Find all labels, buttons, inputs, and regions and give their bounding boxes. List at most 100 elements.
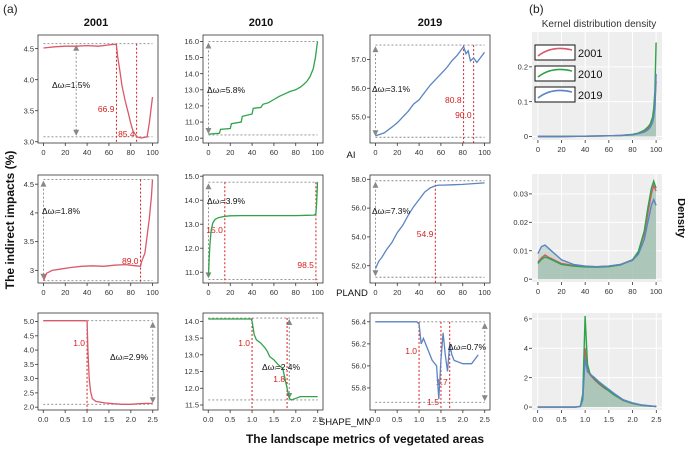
threshold-label: 1.0	[238, 338, 250, 348]
density-label: Density	[675, 198, 685, 239]
x-tick-label: 1.5	[269, 415, 279, 424]
x-tick-label: 60	[105, 148, 113, 157]
data-line	[208, 318, 318, 401]
plot-area	[369, 34, 491, 144]
data-line	[375, 321, 479, 400]
chart-ai-2010: 0 20 40 60 80 100 10.0 11.0 12.0 13.0 14.0 15.0 16.0…	[184, 34, 324, 157]
y-tick-label: 15.0	[184, 172, 199, 181]
y-tick-label: 15.0	[184, 53, 199, 62]
density-line-2019	[537, 73, 657, 138]
y-tick-label: 14.0	[184, 69, 199, 78]
density-area-2019	[537, 199, 657, 280]
x-tick-label: 0	[206, 148, 210, 157]
x-tick-label: 40	[581, 287, 589, 296]
range-arrow-head-down	[481, 395, 488, 402]
chart-pland-2001: 0 20 40 60 80 100 3 3.5 4 4.5 89.0 Δωₗ=1.8%	[24, 174, 159, 297]
x-tick-label: 100	[478, 288, 491, 297]
chart-shape-2001: 0.0 0.5 1.0 1.5 2.0 2.5 2.0 2.5 3.0 3.5 4.0 4.5 5.0 1…	[24, 312, 159, 424]
x-tick-label: 0.5	[556, 415, 566, 424]
year-2019-title: 2019	[418, 17, 442, 29]
legend-swatch-2010	[534, 65, 576, 82]
data-line	[374, 182, 485, 269]
threshold-label: 15.0	[206, 225, 223, 235]
x-tick-label: 40	[415, 288, 423, 297]
x-tick-label: 0.0	[532, 415, 542, 424]
y-tick-label: 52.0	[351, 261, 366, 270]
delta-label: Δωₗ=3.1%	[372, 84, 411, 94]
y-tick-label: 3.5	[24, 360, 34, 369]
y-tick-label: 4	[30, 209, 34, 218]
y-tick-label: 4.0	[24, 346, 34, 355]
density-line-2019	[537, 197, 657, 268]
x-tick-label: 1.5	[436, 415, 446, 424]
y-tick-label: 0	[524, 403, 528, 412]
x-tick-label: 0	[373, 288, 377, 297]
legend-label-2019: 2019	[578, 90, 602, 102]
x-tick-label: 2.0	[126, 415, 136, 424]
x-tick-label: 0	[373, 148, 377, 157]
y-tick-label: 4.5	[24, 44, 34, 53]
y-tick-label: 12.5	[184, 367, 199, 376]
x-tick-label: 60	[270, 148, 278, 157]
chart-ai-2019: 0 20 40 60 80 100 55.0 56.0 57.0 80.8 90.0 Δωₗ=3.1%	[351, 34, 491, 157]
x-tick-label: 60	[437, 288, 445, 297]
x-tick-label: 0.0	[370, 415, 380, 424]
y-tick-label: 54.0	[351, 233, 366, 242]
x-tick-label: 100	[650, 287, 663, 296]
density-area-2001	[537, 348, 657, 408]
x-tick-label: 40	[83, 288, 91, 297]
y-tick-label: 58.0	[351, 175, 366, 184]
threshold-label: 1.0	[405, 346, 417, 356]
threshold-label: 1.8	[273, 374, 285, 384]
y-tick-label: 11.5	[185, 401, 199, 410]
x-tick-label: 60	[105, 288, 113, 297]
threshold-label: 66.9	[98, 104, 115, 114]
x-tick-label: 80	[459, 148, 467, 157]
x-tick-label: 0	[41, 288, 45, 297]
charts-layer: 0 20 40 60 80 1003.03.54.04.566.985.4Δωₗ=1.5%…	[24, 32, 663, 424]
legend-line-2010	[537, 68, 573, 78]
x-tick-label: 2.5	[313, 415, 323, 424]
plot-area	[202, 34, 324, 144]
x-tick-label: 2.5	[148, 415, 158, 424]
metric-pland-label: PLAND	[336, 288, 368, 299]
plot-area	[369, 312, 491, 411]
threshold-label: 1.0	[73, 338, 85, 348]
delta-label: Δωₗ=1.8%	[42, 206, 81, 216]
range-arrow-head-down	[40, 273, 47, 280]
y-tick-label: 2	[524, 373, 528, 382]
data-line	[43, 320, 153, 405]
x-tick-label: 20	[61, 148, 69, 157]
y-tick-label: 0.1	[518, 97, 528, 106]
range-arrow-head-up	[73, 44, 80, 51]
delta-label: Δωₗ=2.9%	[110, 352, 149, 362]
x-tick-label: 100	[146, 148, 159, 157]
x-tick-label: 20	[557, 287, 565, 296]
range-arrow-head-up	[481, 322, 488, 329]
y-tick-label: 0	[524, 132, 528, 141]
y-tick-label: 13.0	[184, 85, 199, 94]
delta-label: Δωₗ=0.7%	[448, 342, 487, 352]
y-tick-label: 56.0	[351, 362, 366, 371]
range-arrow-head-up	[149, 321, 156, 328]
y-tick-label: 12.0	[184, 384, 199, 393]
x-tick-label: 0	[536, 287, 540, 296]
threshold-label: 89.0	[122, 256, 139, 266]
chart-pland-2019: 0 20 40 60 80 100 52.0 54.0 56.0 58.0 54.9 Δωₗ=7.3%	[351, 174, 491, 297]
range-arrow-head-down	[73, 129, 80, 136]
x-tick-label: 0.5	[225, 415, 235, 424]
x-tick-label: 60	[605, 145, 613, 154]
y-tick-label: 3.5	[24, 237, 34, 246]
x-tick-label: 100	[650, 145, 663, 154]
y-tick-label: 3.0	[24, 137, 34, 146]
x-tick-label: 100	[311, 288, 324, 297]
x-tick-label: 20	[226, 288, 234, 297]
threshold-label: 85.4	[118, 129, 135, 139]
chart-kde-pland: 0 20 40 60 80 100 0 0.01 0.02 0.03	[513, 174, 662, 296]
y-tick-label: 4.5	[24, 180, 34, 189]
x-tick-label: 60	[270, 288, 278, 297]
range-arrow-head-up	[372, 46, 379, 53]
x-tick-label: 20	[393, 148, 401, 157]
